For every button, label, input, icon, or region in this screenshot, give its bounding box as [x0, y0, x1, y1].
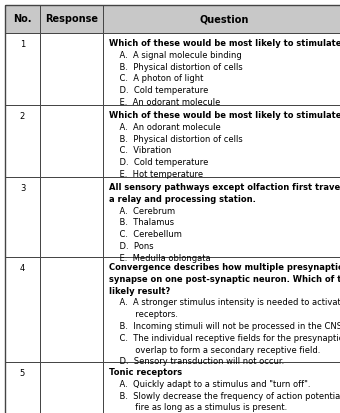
Text: likely result?: likely result? — [109, 287, 170, 296]
Text: B.  Physical distortion of cells: B. Physical distortion of cells — [109, 135, 243, 144]
Bar — [40, 177, 103, 257]
Text: A.  An odorant molecule: A. An odorant molecule — [109, 123, 221, 132]
Text: B.  Slowly decrease the frequency of action potentials, but continue to: B. Slowly decrease the frequency of acti… — [109, 392, 340, 401]
Bar — [103, 5, 340, 33]
Bar — [5, 257, 40, 362]
Text: C.  A photon of light: C. A photon of light — [109, 74, 203, 83]
Text: A.  Quickly adapt to a stimulus and "turn off".: A. Quickly adapt to a stimulus and "turn… — [109, 380, 310, 389]
Bar — [5, 105, 40, 177]
Text: E.  Hot temperature: E. Hot temperature — [109, 170, 203, 179]
Text: Question: Question — [199, 14, 249, 24]
Text: a relay and processing station.: a relay and processing station. — [109, 195, 256, 204]
Bar — [103, 105, 340, 177]
Bar — [103, 257, 340, 362]
Bar — [5, 177, 40, 257]
Text: 2: 2 — [20, 112, 25, 121]
Text: receptors.: receptors. — [109, 310, 178, 319]
Text: D.  Sensory transduction will not occur.: D. Sensory transduction will not occur. — [109, 357, 284, 366]
Text: 3: 3 — [20, 184, 25, 193]
Text: fire as long as a stimulus is present.: fire as long as a stimulus is present. — [109, 404, 287, 413]
Text: A.  Cerebrum: A. Cerebrum — [109, 206, 175, 216]
Bar — [40, 5, 103, 33]
Text: Response: Response — [45, 14, 98, 24]
Text: A.  A signal molecule binding: A. A signal molecule binding — [109, 51, 242, 60]
Text: D.  Cold temperature: D. Cold temperature — [109, 86, 208, 95]
Text: 4: 4 — [20, 264, 25, 273]
Text: D.  Pons: D. Pons — [109, 242, 154, 251]
Text: C.  The individual receptive fields for the presynaptic sensory neurons: C. The individual receptive fields for t… — [109, 334, 340, 343]
Text: B.  Incoming stimuli will not be processed in the CNS.: B. Incoming stimuli will not be processe… — [109, 322, 340, 331]
Bar — [40, 257, 103, 362]
Text: E.  Medulla oblongata: E. Medulla oblongata — [109, 254, 210, 263]
Text: 5: 5 — [20, 369, 25, 378]
Text: 1: 1 — [20, 40, 25, 49]
Text: synapse on one post-synaptic neuron. Which of the following is the most: synapse on one post-synaptic neuron. Whi… — [109, 275, 340, 284]
Text: B.  Physical distortion of cells: B. Physical distortion of cells — [109, 63, 243, 71]
Bar — [40, 105, 103, 177]
Text: All sensory pathways except olfaction first travel to the ___ , which acts as: All sensory pathways except olfaction fi… — [109, 183, 340, 192]
Bar — [5, 362, 40, 413]
Text: E.  An odorant molecule: E. An odorant molecule — [109, 98, 220, 107]
Text: Which of these would be most likely to stimulate a chemoreceptor?: Which of these would be most likely to s… — [109, 111, 340, 120]
Bar — [5, 5, 40, 33]
Text: overlap to form a secondary receptive field.: overlap to form a secondary receptive fi… — [109, 346, 320, 355]
Text: B.  Thalamus: B. Thalamus — [109, 218, 174, 228]
Text: A.  A stronger stimulus intensity is needed to activate the sensory: A. A stronger stimulus intensity is need… — [109, 299, 340, 307]
Bar — [5, 33, 40, 105]
Bar — [103, 177, 340, 257]
Text: No.: No. — [13, 14, 32, 24]
Text: Which of these would be most likely to stimulate a mechanoreceptor?: Which of these would be most likely to s… — [109, 39, 340, 48]
Bar — [40, 362, 103, 413]
Bar — [103, 33, 340, 105]
Text: Convergence describes how multiple presynaptic sensory neurons: Convergence describes how multiple presy… — [109, 263, 340, 272]
Bar — [40, 33, 103, 105]
Text: D.  Cold temperature: D. Cold temperature — [109, 158, 208, 167]
Text: C.  Vibration: C. Vibration — [109, 146, 171, 155]
Bar — [103, 362, 340, 413]
Text: C.  Cerebellum: C. Cerebellum — [109, 230, 182, 239]
Text: Tonic receptors: Tonic receptors — [109, 368, 182, 377]
